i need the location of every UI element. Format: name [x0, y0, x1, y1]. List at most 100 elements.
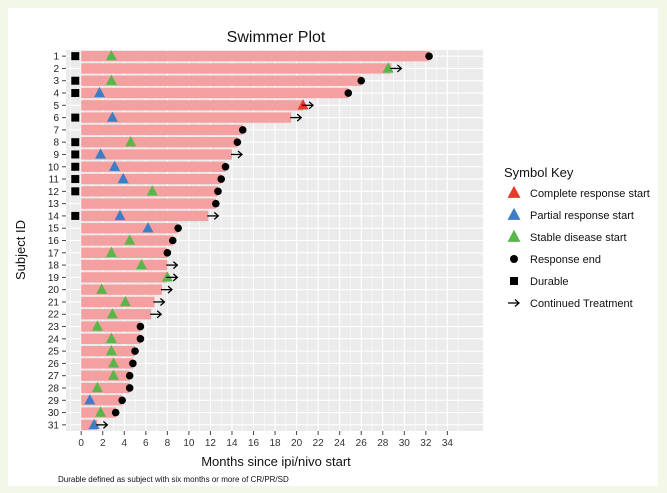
- subject-bar: [81, 309, 152, 320]
- response-end-dot: [212, 199, 220, 208]
- y-tick-label: 1: [53, 52, 59, 63]
- legend-circle-icon: [510, 255, 518, 263]
- y-tick-label: 5: [53, 101, 59, 112]
- y-tick-label: 15: [48, 224, 60, 235]
- legend-label: Response end: [530, 254, 601, 266]
- response-triangle: [94, 86, 106, 98]
- legend-triangle-icon: [507, 229, 521, 242]
- y-tick-label: 8: [53, 138, 59, 149]
- y-tick-label: 4: [53, 89, 59, 100]
- durable-square: [71, 211, 80, 220]
- response-end-dot: [136, 335, 145, 343]
- x-tick-label: 2: [100, 438, 106, 449]
- subject-bar: [81, 210, 209, 222]
- legend-triangle-icon: [507, 185, 521, 198]
- durable-square: [71, 113, 80, 122]
- bars-group: [81, 50, 430, 431]
- legend-triangle-icon: [507, 207, 521, 220]
- response-end-dot: [111, 408, 120, 417]
- response-end-dot: [425, 52, 433, 60]
- arrow-head: [167, 285, 173, 294]
- durable-square: [71, 52, 80, 61]
- legend: Symbol Key Complete response start Partia…: [504, 165, 650, 310]
- x-tick-label: 22: [313, 438, 325, 449]
- arrow-head: [172, 273, 179, 282]
- response-end-dot: [125, 384, 134, 392]
- arrow-head: [237, 150, 243, 159]
- subject-bar: [81, 100, 304, 111]
- response-triangle: [109, 160, 121, 171]
- response-end-dot: [357, 76, 366, 85]
- y-tick-label: 3: [53, 76, 59, 87]
- continued-arrow: [302, 101, 315, 110]
- x-axis-label: Months since ipi/nivo start: [201, 454, 351, 469]
- legend-item-end: Response end: [510, 254, 601, 266]
- subject-bar: [81, 395, 123, 406]
- continued-arrow: [166, 273, 179, 282]
- response-triangle: [96, 283, 108, 294]
- response-end-dot: [136, 322, 145, 331]
- arrow-head: [160, 297, 166, 306]
- y-tick-label: 14: [48, 211, 60, 222]
- y-tick-label: 13: [48, 199, 60, 210]
- x-tick-label: 4: [121, 438, 127, 449]
- durable-square: [71, 150, 80, 159]
- arrow-head: [396, 64, 403, 73]
- response-triangle: [95, 148, 107, 159]
- subject-bar: [81, 161, 226, 172]
- response-end-dot: [221, 162, 230, 171]
- legend-item-arrow: Continued Treatment: [508, 298, 633, 310]
- subject-bar: [81, 272, 168, 283]
- arrow-head: [102, 420, 109, 429]
- subject-bar: [81, 358, 133, 369]
- durable-square: [71, 175, 80, 184]
- response-triangle: [91, 320, 103, 331]
- response-end-dot: [163, 248, 172, 257]
- y-tick-label: 23: [48, 322, 60, 333]
- response-triangle: [105, 74, 117, 85]
- arrow-head: [156, 310, 163, 319]
- legend-item-durable: Durable: [510, 276, 569, 288]
- footnote: Durable defined as subject with six mont…: [58, 475, 289, 484]
- continued-arrow: [207, 211, 220, 220]
- y-tick-label: 22: [48, 310, 60, 321]
- y-tick-label: 9: [53, 150, 59, 161]
- x-tick-label: 10: [183, 438, 195, 449]
- subject-bar: [81, 173, 222, 185]
- durable-square: [71, 138, 80, 147]
- y-tick-label: 12: [48, 187, 60, 198]
- x-tick-label: 18: [269, 438, 281, 449]
- subject-bar: [81, 137, 238, 148]
- response-triangle: [108, 369, 120, 380]
- response-end-dot: [118, 396, 126, 405]
- subject-bar: [81, 50, 430, 62]
- response-triangle: [136, 258, 148, 270]
- legend-arrow-icon: [508, 299, 520, 307]
- legend-label: Partial response start: [530, 210, 634, 222]
- subject-bar: [81, 87, 349, 99]
- durable-square: [71, 187, 80, 196]
- response-end-dot: [174, 224, 182, 233]
- legend-item-partial: Partial response start: [507, 207, 634, 222]
- response-triangle: [117, 172, 129, 184]
- x-tick-label: 14: [226, 438, 238, 449]
- y-tick-label: 7: [53, 125, 59, 136]
- response-end-dot: [217, 175, 226, 183]
- y-tick-label: 29: [48, 396, 60, 407]
- response-triangle: [91, 381, 103, 393]
- arrow-head: [213, 211, 220, 220]
- x-tick-label: 30: [399, 438, 411, 449]
- y-tick-label: 17: [48, 248, 60, 259]
- y-tick-label: 6: [53, 113, 59, 124]
- subject-bar: [81, 419, 98, 431]
- y-tick-label: 21: [48, 297, 60, 308]
- subject-bar: [81, 198, 216, 209]
- durable-square: [71, 162, 80, 171]
- continued-arrow: [230, 150, 243, 159]
- subject-bar: [81, 247, 168, 258]
- continued-arrow: [150, 310, 163, 319]
- response-end-dot: [129, 359, 137, 368]
- subject-bar: [81, 321, 141, 332]
- response-triangle: [88, 418, 100, 430]
- subject-bar: [81, 63, 392, 74]
